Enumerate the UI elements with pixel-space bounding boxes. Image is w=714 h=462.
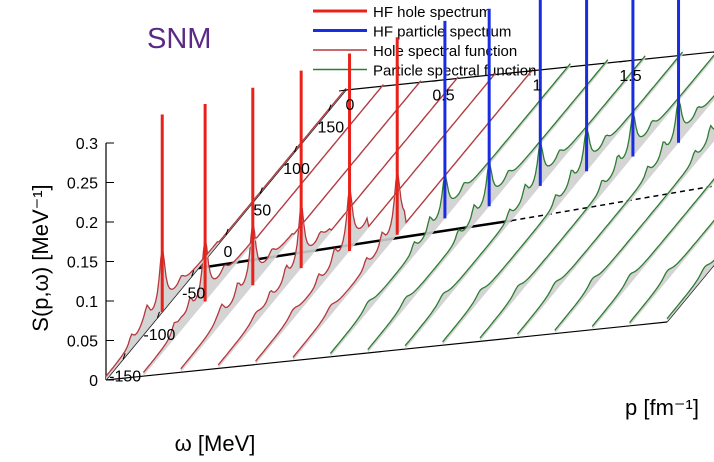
chart-title: SNM (147, 23, 211, 55)
y-tick (619, 60, 627, 63)
spectral-fill (554, 125, 714, 334)
hole-spectral-curve (255, 72, 497, 362)
x-tick (294, 145, 298, 153)
z-tick-label: 0.1 (76, 294, 98, 311)
spectral-fill (629, 220, 714, 326)
z-tick-label: 0.2 (76, 215, 98, 232)
y-axis-title: p [fm⁻¹] (625, 395, 699, 420)
y-axis-line (105, 321, 668, 381)
x-tick (328, 104, 332, 111)
z-axis-title: S(p,ω) [MeV⁻¹] (28, 184, 53, 331)
z-tick-label: 0 (89, 373, 98, 390)
x-tick-label: -50 (182, 285, 205, 302)
x-tick (156, 311, 160, 319)
z-tick-label: 0.15 (67, 255, 98, 272)
particle-spectral-curve (554, 124, 714, 331)
y-tick-label: 1.5 (619, 68, 641, 85)
hole-spectral-curve (105, 87, 347, 377)
spectral-fill (517, 95, 714, 338)
x-tick (122, 353, 126, 360)
x-tick-label: 150 (318, 120, 345, 137)
particle-spectral-curve (329, 63, 571, 354)
legend-label: HF hole spectrum (373, 4, 491, 21)
spectral-fill (667, 260, 714, 322)
y-tick-label: 0.5 (432, 87, 454, 104)
y-tick-label: 1 (533, 78, 542, 95)
z-tick-label: 0.05 (67, 334, 98, 351)
x-tick (225, 228, 229, 236)
y-tick (338, 89, 347, 92)
x-tick-label: -150 (109, 368, 141, 385)
particle-spectral-curve (516, 94, 714, 335)
legend-entry: HF particle spectrum (313, 24, 511, 41)
z-tick-label: 0.3 (76, 136, 98, 153)
z-tick-label: 0.25 (67, 176, 98, 193)
hole-spectral-curve (142, 84, 384, 373)
legend-label: Particle spectral function (373, 63, 536, 80)
y-tick (525, 70, 534, 73)
particle-spectral-curve (629, 219, 714, 324)
particle-spectral-curve (591, 178, 714, 327)
legend-entry: Particle spectral function (313, 63, 536, 80)
legend-entry: HF hole spectrum (313, 4, 491, 21)
spectral-fill (442, 52, 683, 346)
y-tick-label: 0 (346, 97, 355, 114)
x-axis-title: ω [MeV] (175, 431, 256, 456)
legend-label: HF particle spectrum (373, 24, 511, 41)
x-tick-label: 50 (253, 203, 271, 220)
particle-spectral-curve (442, 51, 684, 343)
x-tick (191, 270, 195, 277)
particle-spectral-curve (404, 55, 646, 347)
hole-spectral-curve (217, 76, 459, 366)
x-tick (259, 187, 263, 194)
particle-spectral-curve (666, 259, 714, 320)
y-tick (432, 79, 440, 82)
x-tick-label: 0 (224, 244, 233, 261)
axis-ticks: 0 0.05 0.1 0.15 0.2 0.25 0.3 -150 -100 -50 0 50 100 1… (67, 51, 714, 390)
spectral-fill (480, 55, 714, 342)
x-tick-label: -100 (143, 327, 175, 344)
x-tick-label: 100 (283, 161, 310, 178)
hf-spectrum-lines (160, 0, 681, 313)
fermi-line-dashed (511, 185, 714, 222)
hole-spectral-curve (292, 68, 534, 358)
